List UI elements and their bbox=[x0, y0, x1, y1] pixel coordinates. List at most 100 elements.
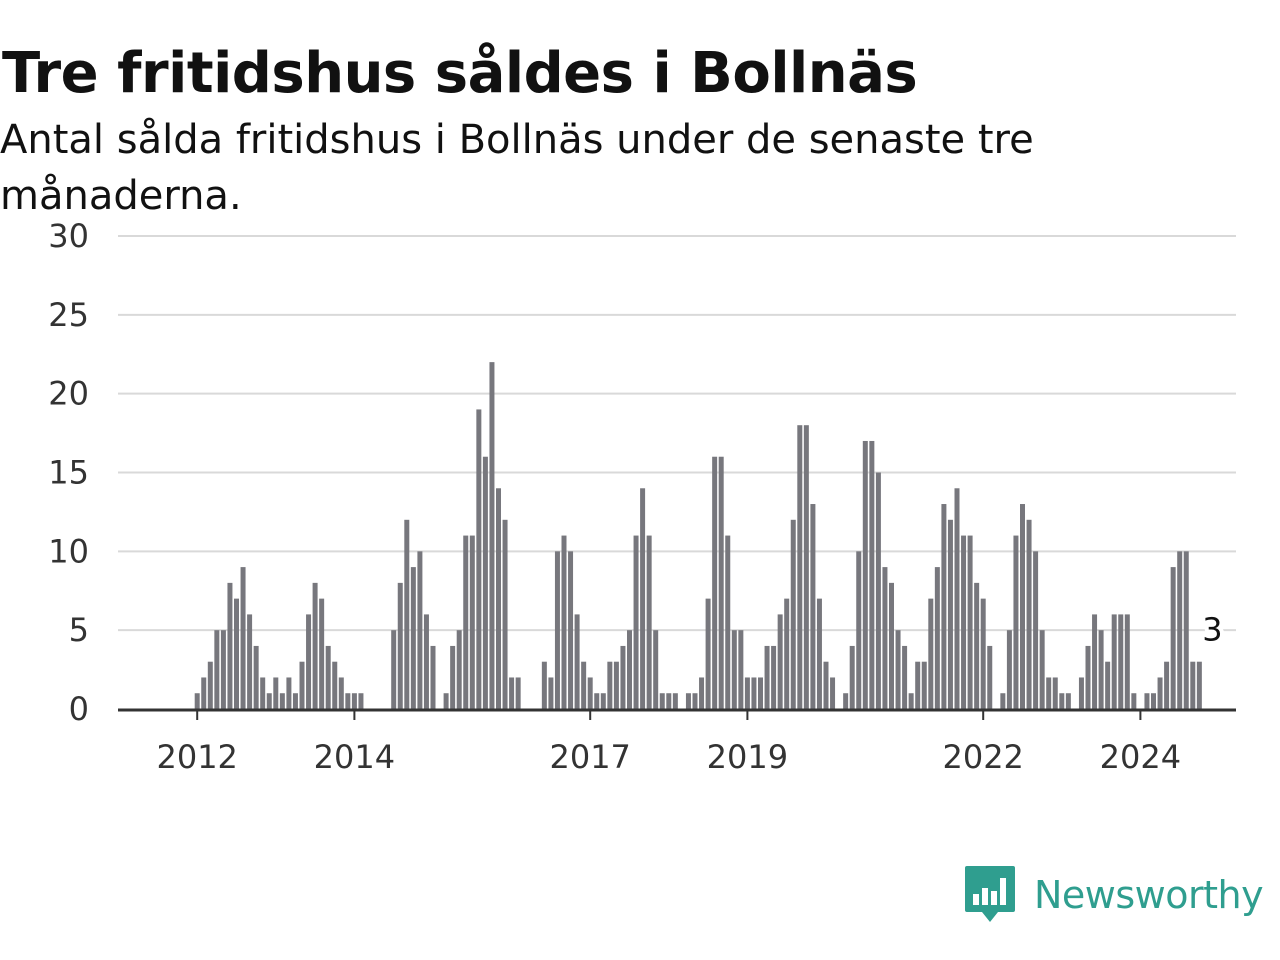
bar bbox=[934, 567, 940, 709]
bar bbox=[266, 693, 272, 709]
bar bbox=[613, 661, 619, 709]
bar-chart: 0 5 10 15 20 25 30 2012 2014 2017 2019 2022 2024 33 bbox=[48, 217, 1236, 776]
bar bbox=[1124, 614, 1130, 709]
bar bbox=[784, 598, 790, 709]
bar bbox=[417, 551, 423, 709]
bar bbox=[987, 645, 993, 709]
bar bbox=[646, 535, 652, 709]
bar bbox=[653, 630, 659, 709]
bar bbox=[541, 661, 547, 709]
bar bbox=[1183, 551, 1189, 709]
bar bbox=[627, 630, 632, 709]
bar bbox=[1177, 551, 1183, 709]
bar bbox=[1105, 661, 1111, 709]
bar bbox=[915, 661, 921, 709]
bars bbox=[194, 362, 1202, 709]
x-tick-label: 2017 bbox=[549, 738, 630, 776]
newsworthy-logo: Newsworthy bbox=[964, 864, 1264, 926]
bar bbox=[292, 693, 298, 709]
bar bbox=[941, 504, 947, 709]
bar bbox=[1190, 661, 1196, 709]
bar bbox=[489, 362, 495, 709]
bar bbox=[875, 472, 881, 709]
bar bbox=[777, 614, 783, 709]
x-tick-label: 2012 bbox=[156, 738, 237, 776]
newsworthy-chart-logo-icon bbox=[965, 866, 1015, 922]
bar bbox=[600, 693, 606, 709]
bar bbox=[856, 551, 862, 709]
bar bbox=[574, 614, 580, 709]
bar bbox=[692, 693, 698, 709]
bar bbox=[554, 551, 560, 709]
bar bbox=[581, 661, 587, 709]
bar bbox=[456, 630, 462, 709]
bar bbox=[397, 582, 403, 709]
bar bbox=[758, 677, 763, 709]
bar bbox=[1033, 551, 1039, 709]
bar bbox=[561, 535, 567, 709]
bar bbox=[725, 535, 731, 709]
bar bbox=[515, 677, 521, 709]
bar bbox=[358, 693, 364, 709]
bar bbox=[332, 661, 338, 709]
bar bbox=[207, 661, 213, 709]
bar bbox=[731, 630, 737, 709]
value-label: 3 bbox=[1202, 611, 1222, 649]
bar bbox=[1151, 693, 1156, 709]
y-tick-label: 5 bbox=[69, 611, 89, 649]
bar bbox=[1006, 630, 1012, 709]
value-label-halo: 3 bbox=[1202, 611, 1222, 649]
bar bbox=[423, 614, 429, 709]
bar bbox=[862, 440, 868, 709]
bar bbox=[391, 630, 397, 709]
bar bbox=[1020, 504, 1025, 709]
x-tick-label: 2022 bbox=[942, 738, 1023, 776]
bar bbox=[666, 693, 672, 709]
bar bbox=[299, 661, 305, 709]
y-tick-label: 30 bbox=[48, 217, 89, 255]
bar bbox=[640, 488, 646, 709]
x-axis-labels: 2012 2014 2017 2019 2022 2024 bbox=[156, 738, 1181, 776]
y-tick-label: 10 bbox=[48, 532, 89, 570]
bar bbox=[902, 645, 908, 709]
bar bbox=[568, 551, 574, 709]
bar bbox=[1092, 614, 1098, 709]
bar bbox=[476, 409, 482, 709]
bar bbox=[496, 488, 501, 709]
bar bbox=[1118, 614, 1124, 709]
y-tick-label: 20 bbox=[48, 375, 89, 413]
bar bbox=[1039, 630, 1045, 709]
bar bbox=[450, 645, 456, 709]
bar bbox=[351, 693, 357, 709]
x-tick-label: 2014 bbox=[314, 738, 395, 776]
x-axis bbox=[118, 708, 1236, 720]
bar bbox=[967, 535, 973, 709]
bar bbox=[1196, 661, 1202, 709]
y-tick-label: 15 bbox=[48, 454, 89, 492]
bar bbox=[338, 677, 344, 709]
bar bbox=[312, 582, 318, 709]
bar bbox=[1157, 677, 1163, 709]
bar bbox=[286, 677, 292, 709]
brand-name: Newsworthy bbox=[1034, 873, 1264, 917]
bar bbox=[469, 535, 475, 709]
bar bbox=[1131, 693, 1137, 709]
bar bbox=[1046, 677, 1052, 709]
bar bbox=[712, 456, 718, 709]
bar bbox=[240, 567, 246, 709]
bar bbox=[869, 440, 875, 709]
bar bbox=[1065, 693, 1071, 709]
bar bbox=[587, 677, 593, 709]
bar bbox=[771, 645, 777, 709]
bar bbox=[764, 645, 770, 709]
bar bbox=[306, 614, 312, 709]
bar bbox=[1111, 614, 1117, 709]
bar bbox=[227, 582, 233, 709]
y-axis-labels: 0 5 10 15 20 25 30 bbox=[48, 217, 89, 728]
bar bbox=[234, 598, 239, 709]
bar bbox=[803, 425, 809, 709]
bar bbox=[895, 630, 901, 709]
bar bbox=[1144, 693, 1150, 709]
bar bbox=[548, 677, 554, 709]
bar bbox=[482, 456, 488, 709]
